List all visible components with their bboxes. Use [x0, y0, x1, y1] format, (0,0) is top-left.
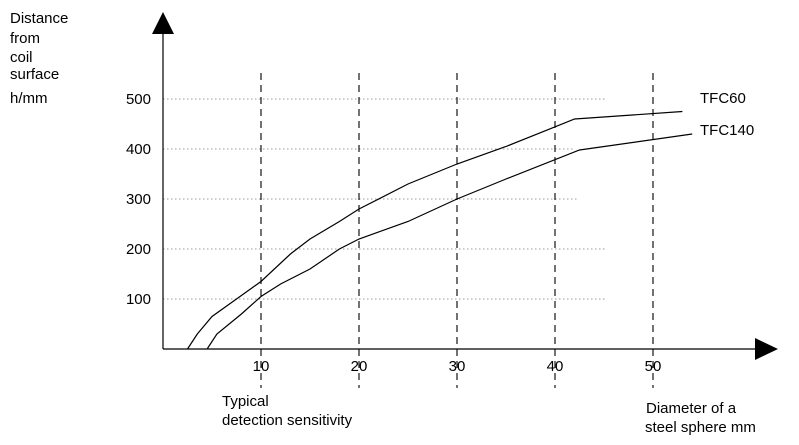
x-tick-label-20: 20 — [351, 358, 368, 375]
y-tick-label-500: 500 — [126, 91, 151, 108]
series-label-tfc60: TFC60 — [700, 90, 746, 107]
x-tick-label-50: 50 — [645, 358, 662, 375]
x-tick-label-10: 10 — [253, 358, 270, 375]
series-line-tfc140 — [206, 133, 693, 350]
y-axis-label-line-3: coil — [10, 49, 33, 66]
y-axis-arrow — [152, 12, 174, 34]
x-axis-label-line-2: steel sphere mm — [645, 419, 756, 436]
annotation-text: Typical detection sensitivity — [222, 393, 353, 429]
x-axis-label: Diameter of a steel sphere mm — [645, 400, 756, 436]
series-label-tfc140: TFC140 — [700, 122, 754, 139]
y-tick-label-200: 200 — [126, 241, 151, 258]
y-tick-label-100: 100 — [126, 291, 151, 308]
annotation-line-1: Typical — [222, 393, 269, 410]
y-axis-label: Distance from coil surface h/mm — [10, 10, 73, 107]
series-line-tfc60 — [186, 110, 683, 350]
y-axis-label-line-4: surface — [10, 66, 59, 83]
y-tick-label-300: 300 — [126, 191, 151, 208]
y-axis-label-line-1: Distance — [10, 10, 68, 27]
x-axis-arrow — [755, 338, 778, 360]
annotation-line-2: detection sensitivity — [222, 412, 353, 429]
y-axis-label-line-2: from — [10, 30, 40, 47]
x-axis-label-line-1: Diameter of a — [646, 400, 737, 417]
y-axis-label-line-5: h/mm — [10, 90, 48, 107]
x-tick-label-30: 30 — [449, 358, 466, 375]
x-tick-label-40: 40 — [547, 358, 564, 375]
y-tick-label-400: 400 — [126, 141, 151, 158]
